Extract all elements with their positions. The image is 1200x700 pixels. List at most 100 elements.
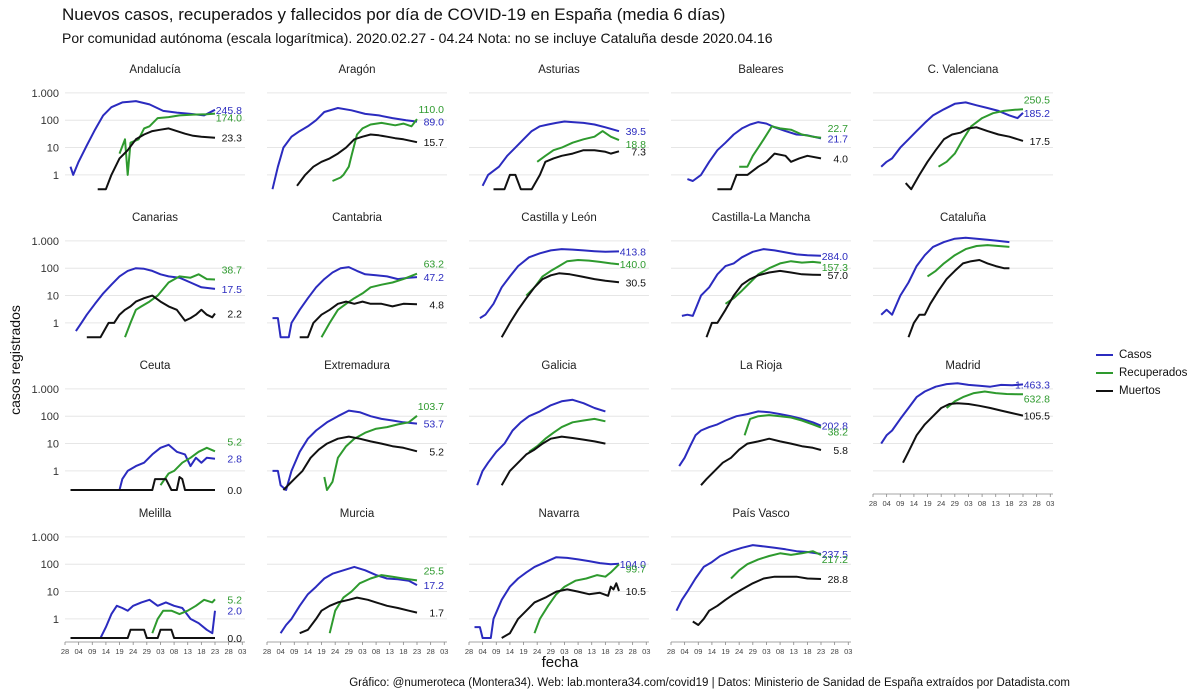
panel-title-baleares: Baleares <box>738 64 784 76</box>
end-label-recuperados-pais-vasco: 217.2 <box>822 554 848 566</box>
series-line-muertos-c-valenciana <box>904 126 1024 191</box>
series-line-recuperados-c-valenciana <box>937 108 1024 168</box>
end-label-casos-asturias: 39.5 <box>626 126 647 138</box>
x-tick-label: 24 <box>937 499 945 508</box>
x-tick-label: 03 <box>238 647 246 656</box>
end-label-muertos-melilla: 0.0 <box>227 633 242 645</box>
series-line-muertos-cataluna <box>907 259 1010 338</box>
x-tick-label: 23 <box>615 647 623 656</box>
end-label-recuperados-navarra: 99.7 <box>626 563 647 575</box>
x-tick-label: 08 <box>776 647 784 656</box>
x-tick-label: 09 <box>896 499 904 508</box>
panel-title-pais-vasco: País Vasco <box>732 508 789 520</box>
y-tick-label: 1.000 <box>31 236 59 248</box>
y-tick-label: 100 <box>41 411 59 423</box>
series-line-recuperados-pais-vasco <box>730 550 822 580</box>
end-label-recuperados-murcia: 25.5 <box>424 565 445 577</box>
end-label-recuperados-castilla-y-leon: 140.0 <box>620 259 646 271</box>
x-tick-label: 19 <box>721 647 729 656</box>
end-label-casos-andalucia: 245.8 <box>216 105 242 117</box>
series-line-casos-andalucia <box>69 100 216 176</box>
series-line-casos-ceuta <box>70 443 216 491</box>
series-line-recuperados-cantabria <box>320 272 418 338</box>
series-line-casos-aragon <box>271 107 418 190</box>
end-label-muertos-canarias: 2.2 <box>227 309 242 321</box>
series-line-recuperados-extremadura <box>323 415 418 491</box>
series-line-casos-la-rioja <box>678 410 822 467</box>
chart-title: Nuevos casos, recuperados y fallecidos p… <box>62 5 726 24</box>
end-label-casos-madrid: 1.463.3 <box>1015 379 1050 391</box>
x-tick-label: 28 <box>426 647 434 656</box>
end-label-recuperados-c-valenciana: 250.5 <box>1024 94 1050 106</box>
end-label-casos-melilla: 2.0 <box>227 606 242 618</box>
x-tick-label: 14 <box>708 647 716 656</box>
end-label-casos-cantabria: 47.2 <box>424 272 445 284</box>
x-tick-label: 03 <box>844 647 852 656</box>
series-line-muertos-galicia <box>500 435 606 486</box>
y-tick-label: 1 <box>53 466 59 478</box>
series-line-recuperados-cataluna <box>926 244 1010 278</box>
panel-title-la-rioja: La Rioja <box>740 360 783 372</box>
y-tick-label: 10 <box>47 143 59 155</box>
end-label-casos-murcia: 17.2 <box>424 580 445 592</box>
end-label-casos-baleares: 21.7 <box>828 133 849 145</box>
series-line-casos-galicia <box>476 398 606 486</box>
series-line-muertos-canarias <box>86 294 216 339</box>
x-tick-label: 19 <box>923 499 931 508</box>
end-label-casos-pais-vasco: 237.5 <box>822 549 848 561</box>
end-label-casos-la-rioja: 202.8 <box>822 421 848 433</box>
x-tick-label: 28 <box>667 647 675 656</box>
series-line-casos-melilla <box>70 598 216 639</box>
x-tick-label: 03 <box>1046 499 1054 508</box>
legend-item-recuperados: Recuperados <box>1096 364 1187 382</box>
panel-title-asturias: Asturias <box>538 64 580 76</box>
x-tick-label: 29 <box>749 647 757 656</box>
series-line-muertos-castilla-la-mancha <box>705 269 822 338</box>
x-tick-label: 03 <box>156 647 164 656</box>
end-label-muertos-baleares: 4.0 <box>833 153 848 165</box>
x-tick-label: 18 <box>601 647 609 656</box>
x-tick-label: 19 <box>519 647 527 656</box>
series-line-recuperados-ceuta <box>159 446 216 486</box>
series-line-recuperados-madrid <box>945 390 1024 409</box>
series-line-casos-pais-vasco <box>675 544 822 612</box>
end-label-muertos-cantabria: 4.8 <box>429 299 444 311</box>
series-line-recuperados-baleares <box>739 125 822 168</box>
x-tick-label: 09 <box>290 647 298 656</box>
x-tick-label: 13 <box>790 647 798 656</box>
y-tick-label: 100 <box>41 115 59 127</box>
panel-title-andalucia: Andalucía <box>129 64 181 76</box>
x-tick-label: 08 <box>170 647 178 656</box>
legend-item-muertos: Muertos <box>1096 382 1187 400</box>
end-label-recuperados-andalucia: 174.0 <box>216 113 242 125</box>
x-tick-label: 28 <box>465 647 473 656</box>
x-tick-label: 29 <box>951 499 959 508</box>
x-tick-label: 18 <box>399 647 407 656</box>
end-label-casos-castilla-la-mancha: 284.0 <box>822 251 848 263</box>
end-label-casos-aragon: 89.0 <box>424 117 445 129</box>
panel-title-canarias: Canarias <box>132 212 178 224</box>
end-label-recuperados-baleares: 22.7 <box>828 123 849 135</box>
x-tick-label: 14 <box>506 647 514 656</box>
series-line-muertos-murcia <box>299 596 418 635</box>
panel-title-melilla: Melilla <box>139 508 172 520</box>
end-label-muertos-ceuta: 0.0 <box>227 485 242 497</box>
x-tick-label: 03 <box>440 647 448 656</box>
panel-title-cantabria: Cantabria <box>332 212 382 224</box>
x-tick-label: 03 <box>762 647 770 656</box>
panel-title-castilla-y-leon: Castilla y León <box>521 212 596 224</box>
y-tick-label: 1.000 <box>31 384 59 396</box>
x-tick-label: 28 <box>1032 499 1040 508</box>
x-tick-label: 14 <box>102 647 110 656</box>
panel-title-murcia: Murcia <box>340 508 375 520</box>
series-line-muertos-la-rioja <box>700 437 822 486</box>
chart-caption: Gráfico: @numeroteca (Montera34). Web: l… <box>349 677 1070 689</box>
end-label-casos-castilla-y-leon: 413.8 <box>620 246 646 258</box>
series-line-casos-castilla-y-leon <box>479 248 620 319</box>
x-tick-label: 08 <box>372 647 380 656</box>
x-tick-label: 03 <box>358 647 366 656</box>
x-tick-label: 29 <box>143 647 151 656</box>
x-tick-label: 04 <box>276 647 284 656</box>
panel-title-ceuta: Ceuta <box>140 360 171 372</box>
series-line-recuperados-asturias <box>536 130 620 163</box>
